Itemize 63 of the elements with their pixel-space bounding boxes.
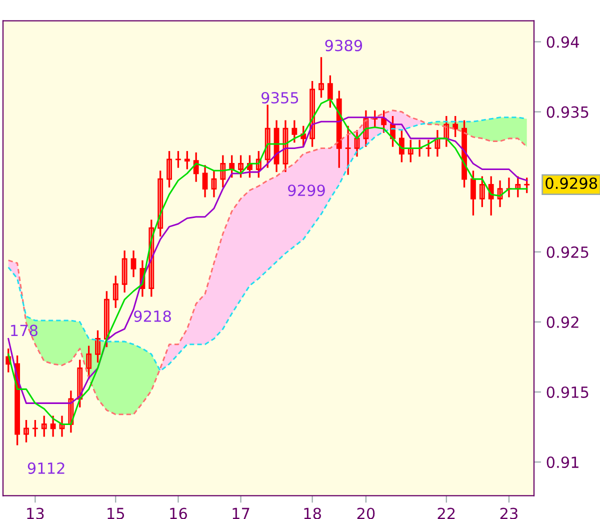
candlestick <box>95 330 100 364</box>
candlestick <box>434 129 440 158</box>
candlestick <box>238 154 244 178</box>
candlestick <box>497 180 503 208</box>
x-tick-label: 15 <box>108 508 124 519</box>
x-tick-label: 22 <box>438 508 455 519</box>
x-tick-label: 17 <box>232 508 250 519</box>
candlestick <box>408 138 414 164</box>
candlestick <box>41 414 47 438</box>
candlestick <box>292 119 298 144</box>
candlestick <box>158 170 164 238</box>
candlestick <box>256 150 262 178</box>
candlestick <box>122 250 128 294</box>
candlestick <box>50 414 56 438</box>
candlestick <box>488 175 494 216</box>
candlestick <box>282 119 288 173</box>
candlestick <box>515 175 521 198</box>
candlestick <box>310 80 316 148</box>
candlestick <box>363 110 369 148</box>
candlestick <box>24 419 29 444</box>
candlestick <box>211 170 217 198</box>
candlestick <box>318 56 324 99</box>
annotation: 9112 <box>28 462 64 474</box>
candlestick <box>130 250 136 278</box>
candlestick <box>479 175 485 208</box>
candlestick <box>184 150 190 170</box>
candlestick <box>148 218 154 298</box>
candlestick <box>104 290 110 348</box>
y-tick-label: 0.915 <box>546 386 588 398</box>
candlestick <box>452 115 458 138</box>
candlestick <box>59 414 65 438</box>
annotation: 9355 <box>261 92 298 104</box>
annotation: 9218 <box>134 310 171 322</box>
candlestick <box>202 164 208 198</box>
candlestick <box>68 390 74 434</box>
candlestick <box>220 154 226 188</box>
y-tick-label: 0.925 <box>546 246 588 258</box>
text: 0.9298 <box>546 177 598 190</box>
candlestick <box>354 129 360 158</box>
y-tick-label: 0.935 <box>546 106 588 118</box>
y-tick-label: 0.92 <box>546 316 578 328</box>
candlestick <box>444 115 450 148</box>
candlestick <box>229 154 235 178</box>
x-tick-label: 16 <box>170 508 187 519</box>
candlestick <box>327 74 333 108</box>
candlestick <box>398 129 404 164</box>
candlestick <box>470 170 476 216</box>
annotation: 9299 <box>288 184 325 196</box>
y-tick-label: 0.91 <box>546 456 578 468</box>
candlestick <box>86 344 92 378</box>
x-tick-label: 13 <box>27 508 44 519</box>
annotation: 178 <box>11 324 38 336</box>
x-tick-label: 20 <box>357 508 375 519</box>
candlestick <box>166 150 172 188</box>
candlestick <box>264 104 270 169</box>
x-tick-label: 23 <box>500 508 518 519</box>
candlestick <box>381 110 387 134</box>
y-tick-label: 0.94 <box>546 36 579 48</box>
candlestick <box>193 152 199 183</box>
annotation: 9389 <box>325 40 362 52</box>
candlestick <box>77 358 83 408</box>
candlestick <box>112 274 118 309</box>
x-tick-label: 18 <box>304 508 321 519</box>
